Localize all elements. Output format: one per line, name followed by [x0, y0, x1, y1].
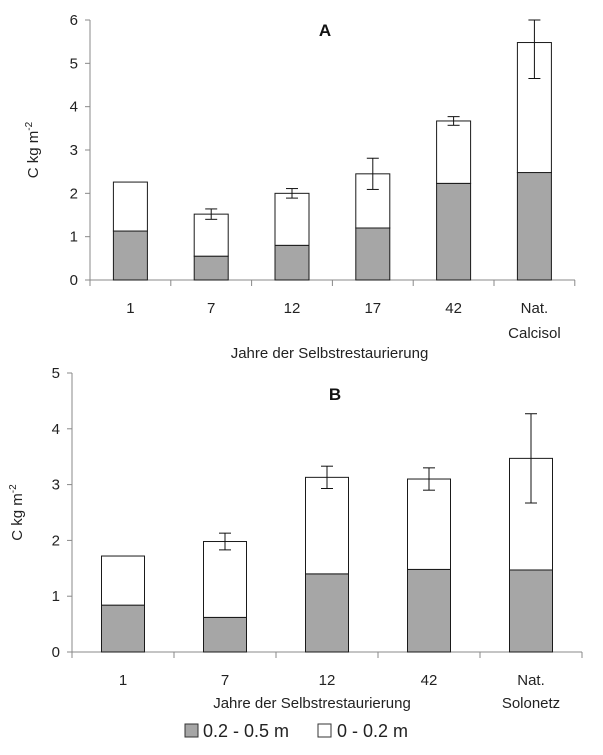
panel-title: A: [319, 21, 331, 40]
x-axis-title: Jahre der Selbstrestaurierung: [231, 345, 429, 362]
bar-segment-upper: [305, 476, 349, 575]
x-tick-label: 12: [284, 300, 301, 317]
x-tick-label: 7: [221, 672, 229, 689]
y-tick-label: 6: [70, 12, 78, 29]
bar-segment-upper: [407, 478, 451, 570]
bar-segment-lower: [203, 616, 247, 653]
bar-segment-lower: [101, 604, 145, 653]
bar-segment-lower: [509, 569, 553, 653]
y-axis-title-superscript: -2: [24, 121, 35, 130]
bar-segment-lower: [436, 182, 472, 281]
y-tick-label: 2: [70, 185, 78, 202]
x-tick-label-line2: Solonetz: [502, 695, 560, 712]
x-tick-label: 1: [126, 300, 134, 317]
legend: 0.2 - 0.5 m 0 - 0.2 m: [184, 721, 408, 741]
y-tick-label: 4: [52, 421, 60, 438]
y-axis-title: C kg m-2: [8, 484, 26, 541]
bar-segment-lower: [355, 227, 391, 281]
bar-segment-lower: [407, 568, 451, 653]
y-tick-label: 3: [52, 477, 60, 494]
bar-segment-upper: [436, 120, 472, 184]
legend-swatch: [317, 723, 332, 738]
y-tick-label: 1: [52, 588, 60, 605]
y-tick-label: 0: [70, 272, 78, 289]
y-axis-title-base: C kg m: [25, 131, 42, 179]
bar-segment-upper: [274, 192, 310, 246]
x-tick-label: 17: [364, 300, 381, 317]
x-tick-label: 12: [319, 672, 336, 689]
x-tick-label: 1: [119, 672, 127, 689]
bar-segment-lower: [193, 255, 229, 281]
y-tick-label: 5: [70, 55, 78, 72]
panel-title: B: [329, 385, 341, 404]
bar-segment-lower: [112, 230, 148, 281]
y-tick-label: 3: [70, 142, 78, 159]
bar-segment-lower: [274, 244, 310, 281]
y-axis-title-base: C kg m: [9, 493, 26, 541]
y-tick-label: 5: [52, 365, 60, 382]
x-tick-label-line2: Calcisol: [508, 325, 561, 342]
bar-segment-lower: [305, 573, 349, 653]
y-tick-label: 1: [70, 229, 78, 246]
bar-segment-upper: [193, 213, 229, 257]
x-tick-label: 42: [445, 300, 462, 317]
y-tick-label: 0: [52, 644, 60, 661]
x-axis-title: Jahre der Selbstrestaurierung: [213, 695, 411, 712]
legend-label: 0.2 - 0.5 m: [203, 721, 289, 741]
x-tick-label: Nat.: [521, 300, 549, 317]
legend-label: 0 - 0.2 m: [337, 721, 408, 741]
y-axis-title: C kg m-2: [24, 121, 42, 178]
bar-segment-upper: [203, 541, 247, 618]
y-tick-label: 2: [52, 532, 60, 549]
y-axis-title-superscript: -2: [8, 484, 19, 493]
bar-segment-upper: [101, 555, 145, 606]
bar-segment-lower: [516, 172, 552, 281]
bar-segment-upper: [112, 181, 148, 232]
legend-swatch: [184, 723, 199, 738]
x-tick-label: 42: [421, 672, 438, 689]
y-tick-label: 4: [70, 99, 78, 116]
x-tick-label: 7: [207, 300, 215, 317]
x-tick-label: Nat.: [517, 672, 545, 689]
